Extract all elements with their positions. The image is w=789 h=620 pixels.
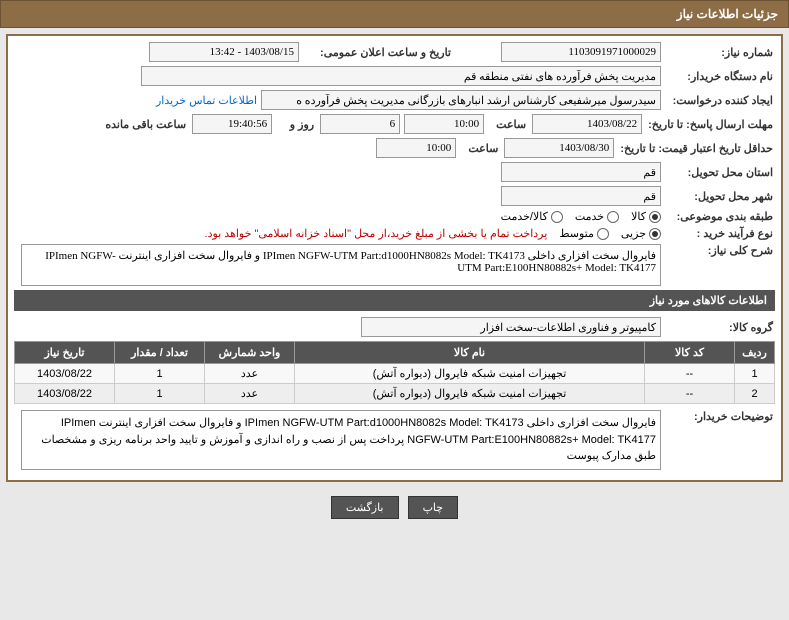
goods-group-input (361, 317, 661, 337)
radio-jozi[interactable] (649, 228, 661, 240)
process-note: پرداخت تمام یا بخشی از مبلغ خرید،از محل … (205, 227, 548, 240)
province-input (501, 162, 661, 182)
button-bar: چاپ بازگشت (0, 488, 789, 527)
table-cell: عدد (205, 384, 295, 404)
table-cell: تجهیزات امنیت شبکه فایروال (دیواره آتش) (295, 384, 645, 404)
buyer-org-label: نام دستگاه خریدار: (665, 70, 775, 83)
time-remain-input (192, 114, 272, 134)
desc-label: شرح کلی نیاز: (665, 244, 775, 257)
announce-input (149, 42, 299, 62)
process-radio-group: جزیی متوسط (559, 227, 661, 240)
table-cell: -- (645, 384, 735, 404)
province-label: استان محل تحویل: (665, 166, 775, 179)
category-radio-group: کالا خدمت کالا/خدمت (501, 210, 661, 223)
days-remain-label: روز و (276, 118, 316, 131)
table-cell: 1 (115, 384, 205, 404)
req-no-input (501, 42, 661, 62)
table-cell: 1403/08/22 (15, 364, 115, 384)
radio-khadmat[interactable] (607, 211, 619, 223)
radio-kala[interactable] (649, 211, 661, 223)
page-header: جزئیات اطلاعات نیاز (0, 0, 789, 28)
radio-kala-label: کالا (631, 210, 646, 223)
col-code: کد کالا (645, 342, 735, 364)
goods-group-label: گروه کالا: (665, 321, 775, 334)
time-label-1: ساعت (488, 118, 528, 131)
radio-kalakhadmat-label: کالا/خدمت (501, 210, 548, 223)
validity-label: حداقل تاریخ اعتبار قیمت: تا تاریخ: (618, 142, 775, 155)
radio-motavaset-label: متوسط (559, 227, 594, 240)
table-cell: 1 (735, 364, 775, 384)
table-cell: 2 (735, 384, 775, 404)
table-cell: -- (645, 364, 735, 384)
city-label: شهر محل تحویل: (665, 190, 775, 203)
col-qty: تعداد / مقدار (115, 342, 205, 364)
col-unit: واحد شمارش (205, 342, 295, 364)
category-label: طبقه بندی موضوعی: (665, 210, 775, 223)
radio-jozi-label: جزیی (621, 227, 646, 240)
table-cell: عدد (205, 364, 295, 384)
col-name: نام کالا (295, 342, 645, 364)
desc-textarea: فایروال سخت افزاری داخلی IPImen NGFW-UTM… (21, 244, 661, 286)
process-label: نوع فرآیند خرید : (665, 227, 775, 240)
table-cell: 1 (115, 364, 205, 384)
col-date: تاریخ نیاز (15, 342, 115, 364)
buyer-notes-label: توضیحات خریدار: (665, 410, 775, 423)
goods-table: ردیف کد کالا نام کالا واحد شمارش تعداد /… (14, 341, 775, 404)
time-remain-label: ساعت باقی مانده (98, 118, 188, 131)
main-frame: شماره نیاز: تاریخ و ساعت اعلان عمومی: نا… (6, 34, 783, 482)
print-button[interactable]: چاپ (408, 496, 459, 519)
col-row: ردیف (735, 342, 775, 364)
validity-time-input (376, 138, 456, 158)
table-cell: 1403/08/22 (15, 384, 115, 404)
radio-khadmat-label: خدمت (575, 210, 604, 223)
radio-motavaset[interactable] (597, 228, 609, 240)
buyer-org-input (141, 66, 661, 86)
buyer-contact-link[interactable]: اطلاعات تماس خریدار (156, 94, 257, 107)
time-label-2: ساعت (460, 142, 500, 155)
deadline-date-input (532, 114, 642, 134)
days-remain-input (320, 114, 400, 134)
req-no-label: شماره نیاز: (665, 46, 775, 59)
radio-kalakhadmat[interactable] (551, 211, 563, 223)
announce-label: تاریخ و ساعت اعلان عمومی: (303, 46, 453, 59)
city-input (501, 186, 661, 206)
table-cell: تجهیزات امنیت شبکه فایروال (دیواره آتش) (295, 364, 645, 384)
creator-label: ایجاد کننده درخواست: (665, 94, 775, 107)
goods-section-title: اطلاعات کالاهای مورد نیاز (14, 290, 775, 311)
deadline-label: مهلت ارسال پاسخ: تا تاریخ: (646, 118, 775, 131)
buyer-notes-box: فایروال سخت افزاری داخلی IPImen NGFW-UTM… (21, 410, 661, 470)
deadline-time-input (404, 114, 484, 134)
back-button[interactable]: بازگشت (331, 496, 399, 519)
creator-input (261, 90, 661, 110)
validity-date-input (504, 138, 614, 158)
